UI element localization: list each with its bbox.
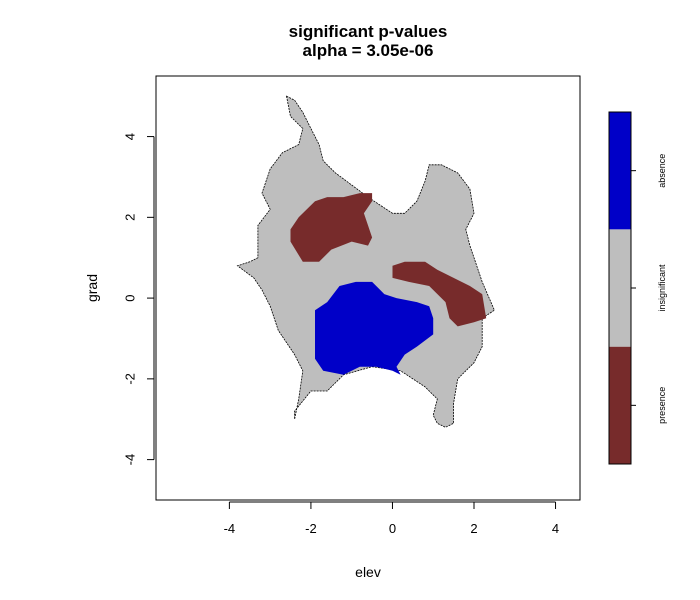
presence-region <box>392 261 487 327</box>
region-layer <box>236 95 495 428</box>
x-axis-label: elev <box>355 564 381 580</box>
x-tick-label: 0 <box>389 521 396 536</box>
chart-title: significant p-values <box>289 22 448 41</box>
legend-frame <box>608 111 632 465</box>
chart-subtitle: alpha = 3.05e-06 <box>303 41 434 60</box>
x-axis: -4 -2 0 2 4 <box>224 501 559 536</box>
legend-swatch-presence <box>609 346 631 464</box>
y-tick-label: -4 <box>122 454 137 466</box>
x-tick-label: -4 <box>224 521 236 536</box>
x-tick-label: 2 <box>470 521 477 536</box>
insignificant-region <box>236 95 495 428</box>
x-tick-label: 4 <box>552 521 559 536</box>
legend-swatch-insignificant <box>609 229 631 347</box>
x-tick-label: -2 <box>305 521 317 536</box>
y-tick-label: 0 <box>122 294 137 301</box>
presence-region <box>290 193 373 262</box>
plot-frame <box>155 75 581 501</box>
y-tick-label: -2 <box>122 373 137 385</box>
y-tick-label: 4 <box>122 133 137 140</box>
y-axis: -4 -2 0 2 4 <box>122 133 155 466</box>
legend-label-presence: presence <box>657 387 667 424</box>
absence-region <box>315 281 434 375</box>
legend-swatch-absence <box>609 112 631 230</box>
legend-label-insignificant: insignificant <box>657 264 667 312</box>
plot-area <box>155 75 581 501</box>
legend-label-absence: absence <box>657 154 667 188</box>
y-tick-label: 2 <box>122 214 137 221</box>
y-axis-label: grad <box>84 274 100 302</box>
color-legend: presence insignificant absence <box>608 111 667 465</box>
